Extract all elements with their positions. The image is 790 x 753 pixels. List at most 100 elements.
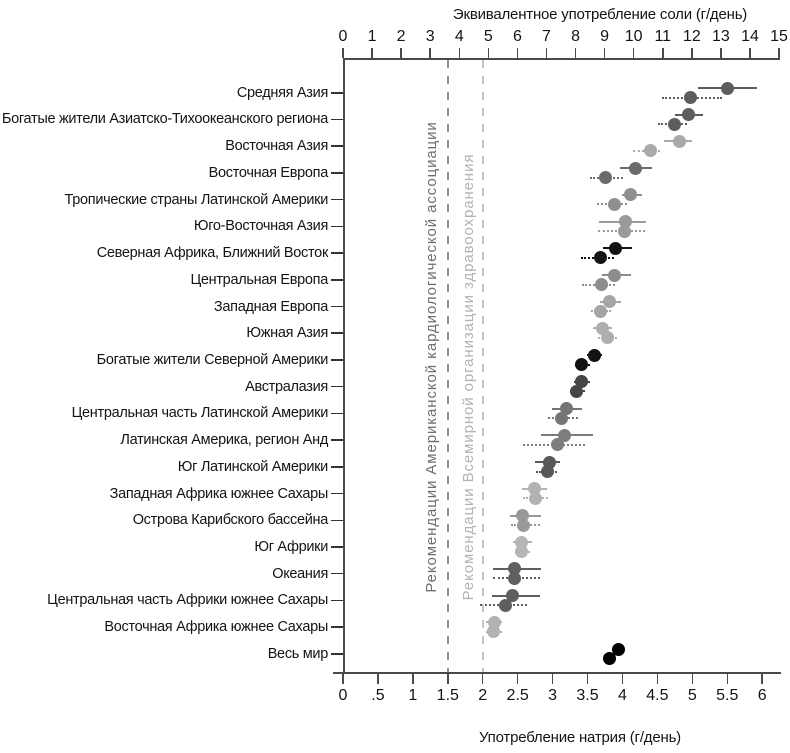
bottom-axis-tick (656, 673, 659, 684)
data-point-dotted (594, 251, 608, 265)
bottom-axis-tick-label: 3 (548, 687, 558, 704)
data-point-solid (608, 268, 622, 282)
top-axis-tick (429, 48, 431, 58)
category-tick (331, 439, 343, 441)
data-point-dotted (603, 652, 617, 666)
data-point-dotted (569, 384, 583, 398)
top-axis-tick-label: 11 (654, 28, 672, 45)
data-point-solid (603, 295, 617, 309)
category-label: Центральная часть Африки южнее Сахары (47, 592, 328, 609)
bottom-axis-tick (412, 673, 414, 684)
data-point-dotted (599, 171, 613, 185)
top-axis-tick-label: 3 (425, 28, 435, 45)
category-label: Центральная Европа (190, 271, 328, 288)
category-label: Восточная Африка южнее Сахары (104, 619, 328, 636)
category-tick (331, 198, 343, 201)
category-tick (331, 118, 343, 121)
data-point-solid (672, 134, 686, 148)
top-axis-tick-label: 1 (367, 28, 377, 45)
top-axis-tick-label: 6 (512, 28, 522, 45)
category-label: Южная Азия (246, 325, 328, 342)
bottom-axis-tick (586, 673, 589, 684)
bottom-axis-tick-label: 2.5 (506, 687, 529, 704)
bottom-axis-tick-label: .5 (371, 687, 385, 704)
aha-reference-line (446, 60, 449, 672)
data-point-dotted (515, 545, 529, 559)
top-axis-tick (342, 48, 344, 58)
bottom-axis-tick (691, 673, 694, 684)
category-tick (331, 172, 343, 174)
data-point-dotted (498, 598, 512, 612)
top-axis-tick-label: 12 (682, 28, 701, 45)
category-label: Восточная Азия (225, 138, 328, 155)
category-label: Западная Европа (213, 298, 328, 315)
category-tick (331, 546, 343, 548)
bottom-axis-tick (621, 673, 624, 684)
top-axis-tick-label: 5 (483, 28, 493, 45)
category-tick (331, 599, 343, 602)
category-label: Латинская Америка, регион Анд (120, 432, 328, 449)
bottom-axis-tick-label: 1.5 (436, 687, 459, 704)
bottom-axis-tick-label: 6 (757, 687, 767, 704)
data-point-dotted (667, 117, 681, 131)
top-axis-tick-label: 4 (454, 28, 464, 45)
top-axis-tick (574, 48, 577, 58)
top-axis-tick-label: 9 (600, 28, 610, 45)
bottom-axis-line (333, 672, 781, 674)
top-axis-tick (371, 48, 373, 58)
top-axis-tick (400, 48, 402, 58)
top-axis-tick-label: 8 (571, 28, 580, 45)
data-point-dotted (683, 91, 697, 104)
category-label: Западная Африка южнее Сахары (109, 485, 329, 502)
bottom-axis-tick-label: 3.5 (576, 687, 599, 704)
data-point-dotted (555, 411, 569, 425)
category-tick (331, 385, 343, 388)
data-point-dotted (594, 304, 608, 318)
data-point-solid (588, 348, 602, 362)
data-point-solid (720, 81, 734, 95)
top-axis-tick-label: 0 (338, 28, 348, 45)
top-axis-tick-label: 2 (396, 28, 406, 45)
data-point-dotted (528, 491, 542, 505)
data-point-dotted (551, 438, 564, 452)
bottom-axis-tick (481, 673, 484, 684)
category-label: Тропические страны Латинской Америки (64, 191, 329, 208)
top-axis-tick-label: 13 (712, 28, 730, 45)
bottom-axis-tick (342, 673, 344, 684)
top-axis-tick-label: 10 (624, 28, 643, 45)
data-point-solid (629, 161, 643, 175)
data-point-dotted (601, 331, 615, 345)
top-axis-tick (662, 48, 664, 58)
category-label: Юг Африки (254, 538, 328, 555)
top-axis-tick (749, 48, 751, 58)
who-reference-line (481, 60, 484, 672)
category-tick (331, 252, 343, 254)
top-axis-tick (603, 48, 606, 58)
data-point-dotted (595, 278, 609, 292)
data-point-dotted (487, 625, 501, 639)
top-axis-tick-label: 15 (770, 28, 788, 45)
category-tick (331, 653, 343, 655)
top-axis-tick (778, 48, 780, 58)
bottom-axis-tick-label: 5.5 (716, 687, 739, 704)
data-point-solid (608, 241, 622, 255)
data-point-dotted (607, 197, 621, 211)
left-axis-line (343, 58, 345, 672)
category-label: Юго-Восточная Азия (193, 218, 328, 235)
category-tick (331, 492, 343, 495)
category-label: Юг Латинской Америки (177, 458, 329, 475)
category-label: Средняя Азия (236, 84, 328, 101)
bottom-axis-tick (726, 673, 729, 684)
category-label: Весь мир (267, 645, 329, 662)
category-tick (331, 572, 343, 575)
bottom-axis-tick (551, 673, 554, 684)
category-tick (331, 359, 343, 361)
data-point-solid (506, 589, 520, 603)
bottom-axis-tick (377, 673, 379, 684)
data-point-dotted (541, 465, 555, 479)
top-axis-tick (458, 48, 461, 58)
category-tick (331, 519, 343, 522)
bottom-axis-title: Употребление натрия (г/день) (479, 729, 681, 746)
category-tick (331, 92, 343, 94)
